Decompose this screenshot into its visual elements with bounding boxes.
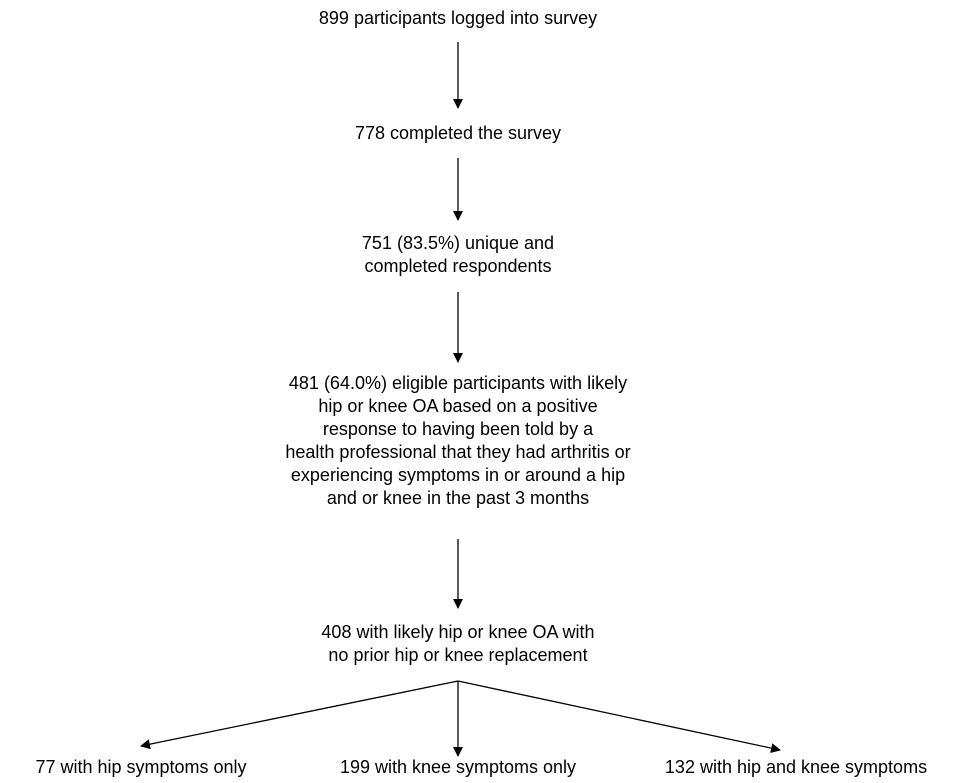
step-eligible-line-5: experiencing symptoms in or around a hip (290, 465, 626, 485)
step-eligible-line-1: 481 (64.0%) eligible participants with l… (288, 373, 628, 393)
step-eligible-line-3: response to having been told by a (322, 419, 594, 439)
step-eligible-line-6: and or knee in the past 3 months (326, 488, 590, 508)
outcome-knee-only: 199 with knee symptoms only (308, 756, 608, 779)
step-no-prior-replacement: 408 with likely hip or knee OA with no p… (0, 621, 916, 667)
outcome-hip-and-knee: 132 with hip and knee symptoms (628, 756, 964, 779)
step-no-prior-line-2: no prior hip or knee replacement (328, 645, 588, 665)
step-no-prior-line-1: 408 with likely hip or knee OA with (321, 622, 595, 642)
step-completed: 778 completed the survey (0, 122, 916, 145)
outcome-hip-only-label: 77 with hip symptoms only (35, 757, 247, 777)
step-eligible-line-4: health professional that they had arthri… (285, 442, 631, 462)
step-logged-in: 899 participants logged into survey (0, 7, 916, 30)
step-unique-line-1: 751 (83.5%) unique and (361, 233, 555, 253)
step-logged-in-line: 899 participants logged into survey (318, 8, 598, 28)
outcome-knee-only-label: 199 with knee symptoms only (339, 757, 577, 777)
step-eligible-participants: 481 (64.0%) eligible participants with l… (0, 372, 916, 510)
step-completed-line: 778 completed the survey (354, 123, 562, 143)
step-unique-line-2: completed respondents (364, 256, 552, 276)
outcome-hip-and-knee-label: 132 with hip and knee symptoms (664, 757, 928, 777)
step-unique-respondents: 751 (83.5%) unique and completed respond… (0, 232, 916, 278)
arrow-to-hip-only (140, 680, 459, 750)
arrow-to-hip-and-knee (457, 680, 781, 754)
step-eligible-line-2: hip or knee OA based on a positive (318, 396, 598, 416)
outcome-hip-only: 77 with hip symptoms only (0, 756, 282, 779)
